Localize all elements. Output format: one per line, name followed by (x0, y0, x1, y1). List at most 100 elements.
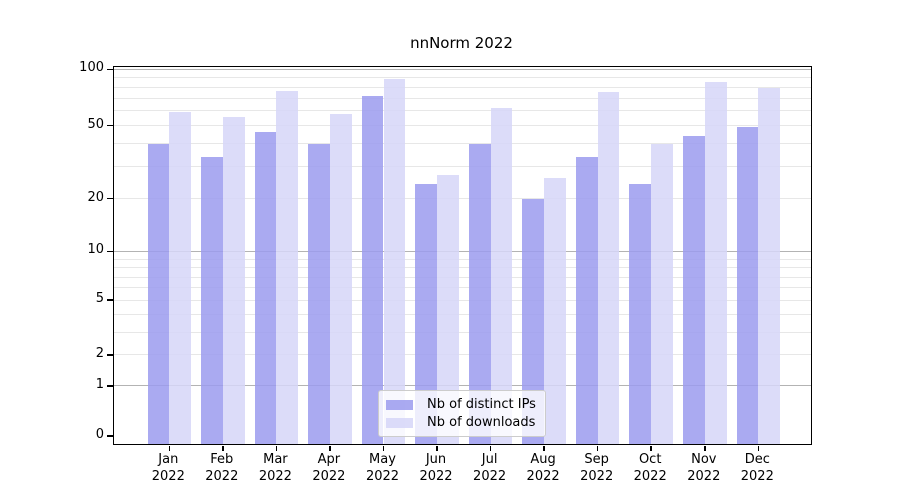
x-tick-jan (168, 446, 171, 451)
x-tick-nov (704, 446, 706, 451)
bar-downloads-feb (222, 116, 245, 444)
bar-distinct-ips-jan (147, 143, 170, 444)
minor-gridline-60 (114, 110, 811, 112)
bar-distinct-ips-may (361, 96, 384, 444)
x-tick-label-sep: Sep 2022 (568, 451, 626, 485)
x-tick-label-jul: Jul 2022 (461, 451, 519, 485)
y-tick-5 (107, 299, 113, 301)
x-label-month-mar: Mar (263, 452, 288, 467)
legend: Nb of distinct IPs Nb of downloads (378, 390, 546, 437)
x-label-year-jun: 2022 (419, 469, 453, 484)
minor-gridline-30 (114, 166, 811, 168)
legend-swatch-distinct-ips-icon (386, 399, 413, 410)
x-label-month-may: May (369, 452, 396, 467)
bar-distinct-ips-apr (308, 143, 330, 444)
x-label-month-sep: Sep (584, 452, 609, 467)
y-tick-10 (107, 250, 113, 253)
y-tick-label-2: 2 (95, 345, 104, 361)
x-tick-label-dec: Dec 2022 (728, 451, 786, 485)
x-tick-feb (222, 446, 224, 451)
x-tick-label-oct: Oct 2022 (621, 451, 679, 485)
y-tick-label-1: 1 (95, 376, 104, 392)
legend-label-distinct-ips: Nb of distinct IPs (427, 397, 536, 412)
bar-downloads-jul (490, 108, 513, 444)
x-label-month-oct: Oct (638, 452, 662, 467)
bar-downloads-aug (544, 177, 566, 444)
x-tick-label-jan: Jan 2022 (139, 451, 197, 485)
y-tick-label-20: 20 (87, 189, 104, 205)
bar-distinct-ips-sep (575, 156, 598, 444)
minor-gridline-3 (114, 331, 811, 333)
minor-gridline-9 (114, 258, 811, 260)
minor-gridline-50 (114, 125, 811, 127)
x-tick-oct (650, 446, 652, 451)
x-label-month-jun: Jun (425, 452, 447, 467)
y-tick-50 (107, 124, 113, 127)
x-tick-jun (436, 446, 438, 451)
x-label-year-mar: 2022 (258, 469, 292, 484)
legend-label-downloads: Nb of downloads (427, 415, 536, 430)
minor-gridline-80 (114, 87, 811, 88)
x-tick-label-mar: Mar 2022 (246, 451, 304, 485)
major-gridline-100 (114, 68, 811, 70)
major-gridline-10 (114, 250, 811, 252)
minor-gridline-20 (114, 198, 811, 199)
x-tick-label-jun: Jun 2022 (407, 451, 465, 485)
x-label-year-feb: 2022 (205, 469, 239, 484)
x-label-year-jul: 2022 (473, 469, 507, 484)
x-tick-label-may: May 2022 (354, 451, 412, 485)
y-tick-1 (107, 385, 113, 387)
minor-gridline-5 (114, 299, 811, 301)
bar-downloads-apr (329, 113, 352, 444)
x-label-month-dec: Dec (744, 452, 770, 467)
x-label-year-nov: 2022 (687, 469, 721, 484)
x-tick-jul (489, 446, 492, 451)
legend-item-downloads: Nb of downloads (386, 415, 537, 430)
chart-title: nnNorm 2022 (410, 34, 513, 52)
minor-gridline-40 (114, 143, 811, 145)
bar-distinct-ips-mar (254, 132, 277, 444)
x-tick-dec (757, 446, 760, 451)
bar-downloads-sep (597, 91, 620, 444)
x-tick-may (382, 446, 385, 451)
x-label-month-feb: Feb (210, 452, 234, 467)
minor-gridline-2 (114, 354, 811, 356)
x-label-month-nov: Nov (691, 452, 717, 467)
bar-distinct-ips-oct (629, 184, 652, 444)
x-label-year-dec: 2022 (740, 469, 774, 484)
bar-downloads-jan (169, 112, 192, 444)
bar-distinct-ips-nov (683, 135, 705, 444)
bar-distinct-ips-jul (468, 143, 491, 444)
major-gridline-1 (114, 385, 811, 387)
y-tick-0 (107, 435, 113, 437)
y-tick-label-0: 0 (95, 427, 104, 442)
x-tick-label-aug: Aug 2022 (514, 451, 572, 485)
x-label-year-jan: 2022 (151, 469, 185, 484)
bar-downloads-dec (758, 87, 781, 444)
bar-distinct-ips-feb (201, 156, 223, 444)
legend-swatch-downloads-icon (386, 417, 413, 428)
bar-downloads-mar (276, 90, 299, 444)
bar-downloads-jun (437, 175, 459, 444)
x-label-year-sep: 2022 (580, 469, 614, 484)
y-tick-100 (107, 68, 113, 71)
x-label-month-apr: Apr (317, 452, 341, 467)
y-tick-label-50: 50 (87, 116, 104, 132)
bar-downloads-nov (704, 81, 727, 444)
x-label-year-may: 2022 (365, 469, 400, 484)
bar-downloads-oct (651, 143, 673, 444)
legend-item-distinct-ips: Nb of distinct IPs (386, 397, 537, 412)
minor-gridline-6 (114, 287, 811, 289)
plot-area (107, 66, 812, 451)
y-tick-label-5: 5 (95, 291, 104, 307)
x-label-year-aug: 2022 (526, 469, 560, 484)
minor-gridline-8 (114, 267, 811, 269)
x-label-year-apr: 2022 (312, 469, 346, 484)
minor-gridline-4 (114, 314, 811, 316)
minor-gridline-70 (114, 97, 811, 99)
bar-distinct-ips-jun (415, 184, 437, 444)
y-tick-label-10: 10 (87, 242, 104, 258)
bar-distinct-ips-aug (522, 198, 545, 444)
x-label-month-aug: Aug (530, 452, 556, 467)
